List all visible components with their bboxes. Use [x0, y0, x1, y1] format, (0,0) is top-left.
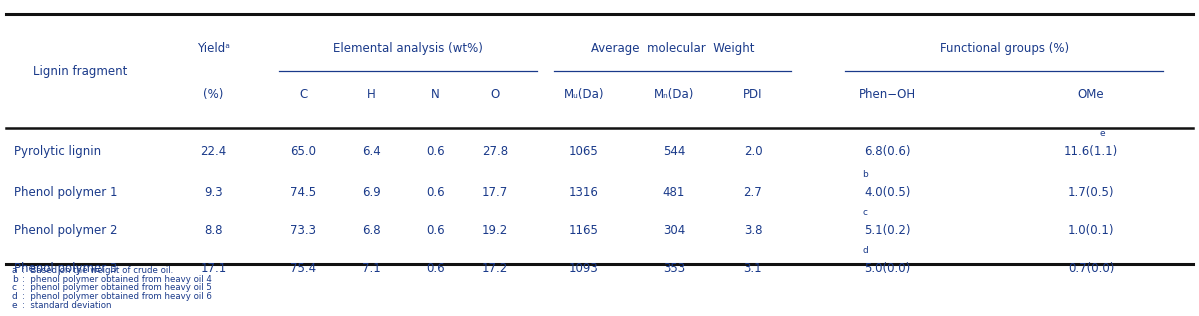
Text: d: d	[12, 292, 18, 301]
Text: 6.8: 6.8	[362, 224, 381, 237]
Text: 3.1: 3.1	[743, 262, 763, 275]
Text: Elemental analysis (wt%): Elemental analysis (wt%)	[333, 42, 483, 56]
Text: 17.7: 17.7	[482, 186, 508, 199]
Text: C: C	[300, 88, 307, 101]
Text: Phenol polymer 1: Phenol polymer 1	[14, 186, 118, 199]
Text: 5.1(0.2): 5.1(0.2)	[864, 224, 910, 237]
Text: b: b	[862, 170, 868, 179]
Text: 6.8(0.6): 6.8(0.6)	[864, 145, 910, 158]
Text: 0.6: 0.6	[426, 262, 445, 275]
Text: 0.6: 0.6	[426, 224, 445, 237]
Text: 22.4: 22.4	[200, 145, 227, 158]
Text: O: O	[490, 88, 500, 101]
Text: 27.8: 27.8	[482, 145, 508, 158]
Text: :  phenol polymer obtained from heavy oil 5: : phenol polymer obtained from heavy oil…	[22, 283, 211, 292]
Text: 481: 481	[663, 186, 685, 199]
Text: 0.7(0.0): 0.7(0.0)	[1068, 262, 1114, 275]
Text: 304: 304	[663, 224, 685, 237]
Text: OMe: OMe	[1078, 88, 1104, 101]
Text: Functional groups (%): Functional groups (%)	[940, 42, 1068, 56]
Text: 1316: 1316	[570, 186, 598, 199]
Text: 17.1: 17.1	[200, 262, 227, 275]
Text: Yieldᵃ: Yieldᵃ	[197, 42, 230, 56]
Text: 74.5: 74.5	[290, 186, 317, 199]
Text: Phenol polymer 3: Phenol polymer 3	[14, 262, 118, 275]
Text: b: b	[12, 275, 18, 283]
Text: 353: 353	[663, 262, 685, 275]
Text: 1165: 1165	[570, 224, 598, 237]
Text: (%): (%)	[204, 88, 223, 101]
Text: 11.6(1.1): 11.6(1.1)	[1064, 145, 1119, 158]
Text: N: N	[430, 88, 440, 101]
Text: 0.6: 0.6	[426, 145, 445, 158]
Text: 6.4: 6.4	[362, 145, 381, 158]
Text: Pyrolytic lignin: Pyrolytic lignin	[14, 145, 102, 158]
Text: 75.4: 75.4	[290, 262, 317, 275]
Text: 0.6: 0.6	[426, 186, 445, 199]
Text: 2.7: 2.7	[743, 186, 763, 199]
Text: 2.0: 2.0	[743, 145, 763, 158]
Text: H: H	[367, 88, 376, 101]
Text: 9.3: 9.3	[204, 186, 223, 199]
Text: :  phenol polymer obtained from heavy oil 4: : phenol polymer obtained from heavy oil…	[22, 275, 211, 283]
Text: PDI: PDI	[743, 88, 763, 101]
Text: 3.8: 3.8	[743, 224, 763, 237]
Text: 6.9: 6.9	[362, 186, 381, 199]
Text: 4.0(0.5): 4.0(0.5)	[864, 186, 910, 199]
Text: 1065: 1065	[570, 145, 598, 158]
Text: 19.2: 19.2	[482, 224, 508, 237]
Text: Phenol polymer 2: Phenol polymer 2	[14, 224, 118, 237]
Text: e: e	[12, 301, 18, 310]
Text: :  phenol polymer obtained from heavy oil 6: : phenol polymer obtained from heavy oil…	[22, 292, 211, 301]
Text: Mᵤ(Da): Mᵤ(Da)	[564, 88, 604, 101]
Text: 8.8: 8.8	[204, 224, 223, 237]
Text: Mₙ(Da): Mₙ(Da)	[653, 88, 694, 101]
Text: 5.0(0.0): 5.0(0.0)	[864, 262, 910, 275]
Text: 1093: 1093	[570, 262, 598, 275]
Text: 1.7(0.5): 1.7(0.5)	[1068, 186, 1114, 199]
Text: :  Based on the weight of crude oil.: : Based on the weight of crude oil.	[22, 266, 173, 275]
Text: c: c	[12, 283, 17, 292]
Text: Phen−OH: Phen−OH	[858, 88, 916, 101]
Text: :  standard deviation: : standard deviation	[22, 301, 112, 310]
Text: 1.0(0.1): 1.0(0.1)	[1068, 224, 1114, 237]
Text: 544: 544	[663, 145, 685, 158]
Text: 7.1: 7.1	[362, 262, 381, 275]
Text: Lignin fragment: Lignin fragment	[34, 65, 127, 78]
Text: 17.2: 17.2	[482, 262, 508, 275]
Text: 65.0: 65.0	[290, 145, 317, 158]
Text: a: a	[12, 266, 18, 275]
Text: c: c	[862, 208, 867, 217]
Text: d: d	[862, 246, 868, 255]
Text: e: e	[1099, 129, 1104, 138]
Text: Average  molecular  Weight: Average molecular Weight	[591, 42, 754, 56]
Text: 73.3: 73.3	[290, 224, 317, 237]
